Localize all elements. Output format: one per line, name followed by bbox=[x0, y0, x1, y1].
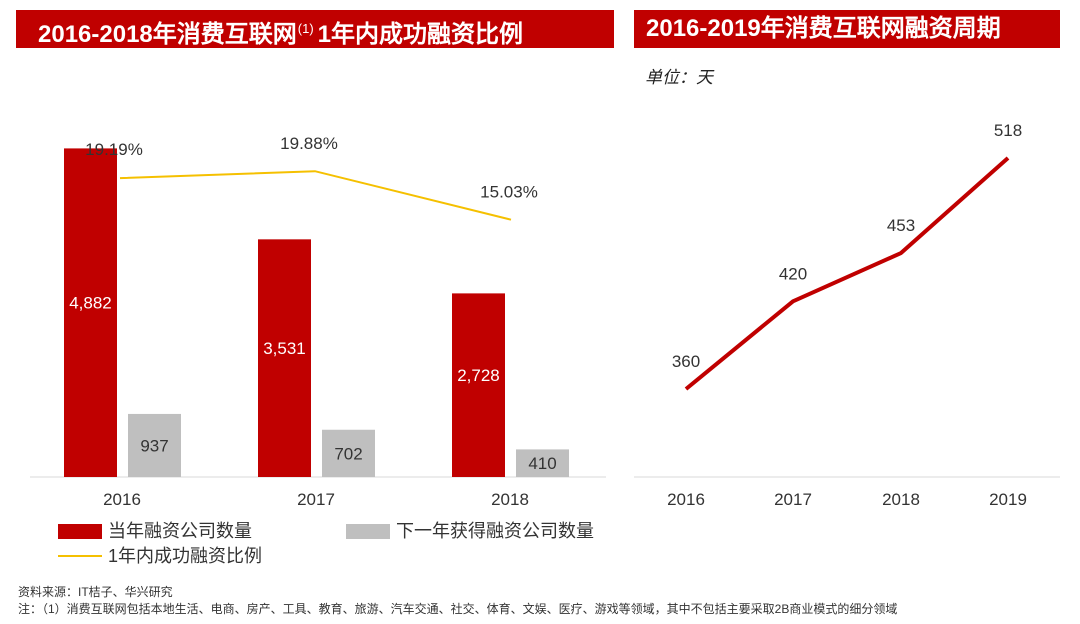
ratio-data-label: 15.03% bbox=[480, 183, 538, 202]
legend-swatch-red bbox=[58, 524, 102, 539]
cycle-data-label: 518 bbox=[994, 121, 1022, 140]
right-chart-title: 2016-2019年消费互联网融资周期 bbox=[634, 10, 1060, 48]
x-tick-label: 2019 bbox=[989, 490, 1027, 509]
cycle-data-label: 360 bbox=[672, 352, 700, 371]
bar-current-year bbox=[258, 239, 311, 477]
x-tick-label: 2017 bbox=[297, 490, 335, 509]
bar-value-label: 702 bbox=[334, 444, 362, 463]
bar-value-label: 4,882 bbox=[69, 294, 112, 313]
x-tick-label: 2018 bbox=[882, 490, 920, 509]
bar-value-label: 410 bbox=[528, 454, 556, 473]
source-note: 资料来源：IT桔子、华兴研究 bbox=[18, 585, 173, 599]
bar-value-label: 2,728 bbox=[457, 366, 500, 385]
title-tail-text: 1年内成功融资比例 bbox=[317, 21, 524, 48]
x-tick-label: 2016 bbox=[667, 490, 705, 509]
cycle-series-line bbox=[684, 156, 1010, 391]
ratio-series-line bbox=[119, 170, 512, 221]
cycle-data-label: 453 bbox=[887, 216, 915, 235]
legend-label: 下一年获得融资公司数量 bbox=[396, 521, 594, 541]
legend-swatch-gray bbox=[346, 524, 390, 539]
legend-swatch-line bbox=[58, 555, 102, 557]
x-tick-label: 2016 bbox=[103, 490, 141, 509]
bar-current-year bbox=[64, 148, 117, 477]
footnote: 注：（1）消费互联网包括本地生活、电商、房产、工具、教育、旅游、汽车交通、社交、… bbox=[18, 602, 898, 616]
unit-label: 单位：天 bbox=[645, 68, 713, 87]
cycle-data-label: 420 bbox=[779, 264, 807, 283]
bar-current-year bbox=[452, 293, 505, 477]
title-footnote-marker: (1) bbox=[297, 21, 314, 36]
title-main-text: 2016-2018年消费互联网 bbox=[38, 21, 297, 48]
bar-next-year bbox=[128, 413, 181, 477]
ratio-data-label: 19.19% bbox=[85, 140, 143, 159]
left-chart-title: 2016-2018年消费互联网(1) 1年内成功融资比例 bbox=[16, 10, 614, 48]
x-tick-label: 2018 bbox=[491, 490, 529, 509]
bar-next-year bbox=[516, 449, 569, 477]
bar-next-year bbox=[322, 429, 375, 477]
legend-label: 1年内成功融资比例 bbox=[108, 546, 263, 566]
ratio-data-label: 19.88% bbox=[280, 134, 338, 153]
bar-value-label: 3,531 bbox=[263, 339, 306, 358]
x-tick-label: 2017 bbox=[774, 490, 812, 509]
legend-label: 当年融资公司数量 bbox=[108, 521, 252, 541]
bar-value-label: 937 bbox=[140, 436, 168, 455]
